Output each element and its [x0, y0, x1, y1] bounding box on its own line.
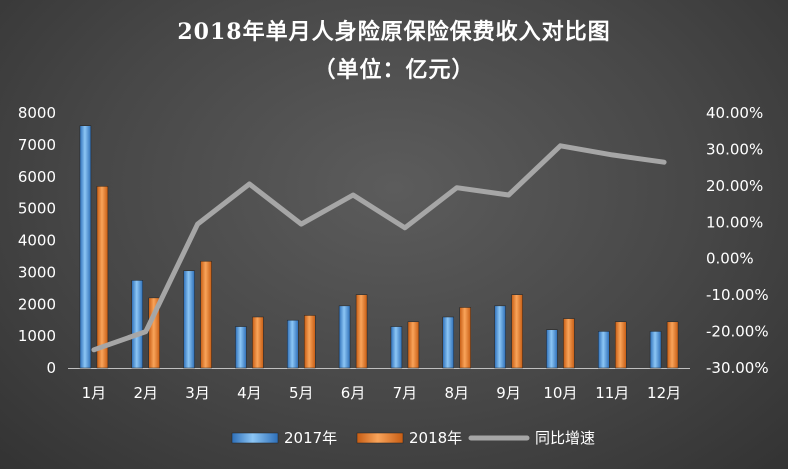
bar-2017 [79, 125, 92, 369]
x-axis: 1月 2月 3月 4月 5月 6月 7月 8月 9月 10月 11月 12月 [68, 368, 690, 402]
x-tick-label: 4月 [237, 384, 262, 402]
growth-rate-line [91, 143, 667, 353]
bar-2018 [563, 318, 575, 369]
bar-2017 [546, 329, 558, 369]
bars-group [79, 125, 679, 369]
bar-2018 [459, 307, 471, 369]
x-tick-label: 11月 [595, 384, 629, 402]
y-left-tick-label: 7000 [18, 136, 56, 154]
legend-label-growth: 同比增速 [535, 429, 595, 447]
bar-2017 [235, 326, 247, 369]
y-left-tick-label: 8000 [18, 104, 56, 122]
bar-2018 [96, 186, 109, 369]
y-left-tick-label: 5000 [18, 200, 56, 218]
bar-2018 [304, 315, 316, 369]
bar-2018 [511, 294, 523, 369]
bar-2018 [355, 294, 368, 369]
bar-2018 [252, 316, 264, 369]
bar-2017 [183, 270, 195, 369]
y-axis-right: -30.00% -20.00% -10.00% 0.00% 10.00% 20.00% 30… [706, 104, 769, 377]
bar-2018 [615, 321, 627, 369]
bar-2017 [442, 316, 454, 369]
bar-2017 [649, 331, 662, 369]
x-tick-label: 1月 [82, 384, 107, 402]
chart-subtitle: （单位：亿元） [313, 57, 475, 83]
chart-title: 2018年单月人身险原保险保费收入对比图 [177, 19, 611, 45]
legend-label-2017: 2017年 [284, 429, 337, 447]
legend-label-2018: 2018年 [409, 429, 462, 447]
x-tick-label: 12月 [647, 384, 681, 402]
y-right-tick-label: 0.00% [706, 250, 754, 268]
bar-2017 [598, 331, 610, 369]
y-right-tick-label: -10.00% [706, 286, 769, 304]
y-axis-left: 0 1000 2000 3000 4000 5000 6000 7000 8000 [18, 104, 56, 377]
x-tick-label: 10月 [543, 384, 577, 402]
bar-2018 [148, 297, 160, 369]
y-right-tick-label: 40.00% [706, 104, 763, 122]
x-tick-label: 2月 [133, 384, 158, 402]
bar-2018 [666, 321, 679, 369]
y-left-tick-label: 6000 [18, 168, 56, 186]
y-left-tick-label: 0 [46, 359, 56, 377]
legend: 2017年 2018年 同比增速 [231, 429, 595, 447]
y-left-tick-label: 1000 [18, 327, 56, 345]
x-tick-label: 9月 [496, 384, 521, 402]
bar-2017 [494, 305, 506, 369]
x-tick-label: 6月 [341, 384, 366, 402]
x-tick-label: 3月 [185, 384, 210, 402]
bar-2017 [287, 319, 299, 369]
y-left-tick-label: 2000 [18, 295, 56, 313]
y-right-tick-label: 20.00% [706, 177, 763, 195]
y-left-tick-label: 4000 [18, 232, 56, 250]
legend-swatch-2018 [356, 432, 404, 444]
legend-swatch-2017 [231, 432, 279, 444]
bar-2017 [390, 326, 403, 369]
y-left-tick-label: 3000 [18, 263, 56, 281]
growth-line-group [91, 143, 667, 353]
bar-2018 [407, 321, 420, 369]
x-tick-label: 5月 [289, 384, 314, 402]
y-right-tick-label: 30.00% [706, 140, 763, 158]
y-right-tick-label: 10.00% [706, 213, 763, 231]
x-tick-label: 8月 [444, 384, 469, 402]
x-tick-label: 7月 [393, 384, 418, 402]
bar-2017 [131, 280, 143, 369]
bar-2018 [200, 260, 212, 369]
bar-2017 [338, 305, 351, 369]
y-right-tick-label: -20.00% [706, 323, 769, 341]
y-right-tick-label: -30.00% [706, 359, 769, 377]
